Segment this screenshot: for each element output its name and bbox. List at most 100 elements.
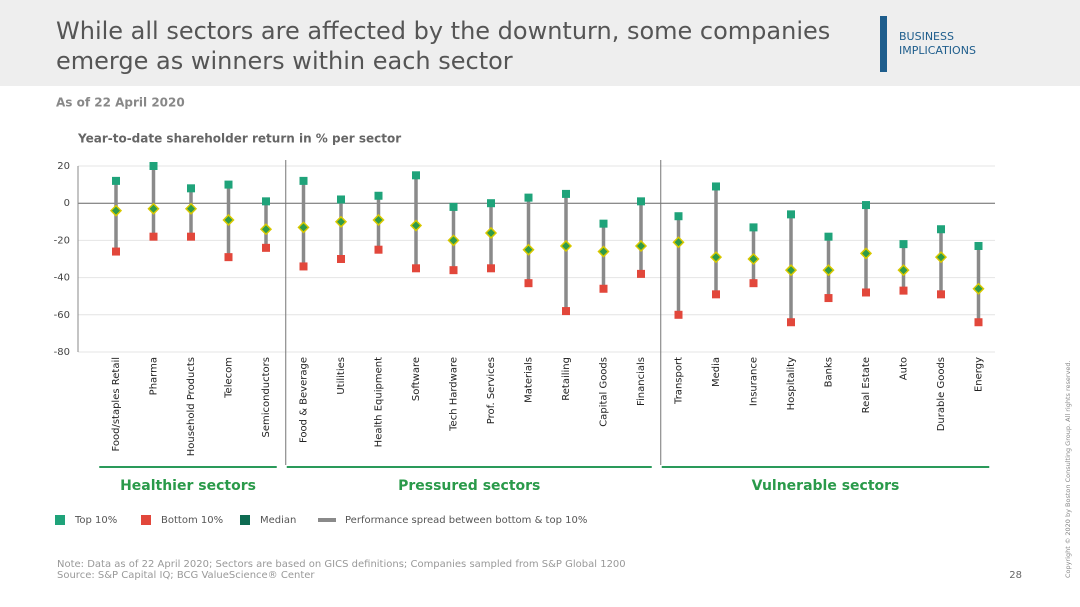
group-label: Pressured sectors [398, 478, 540, 494]
bottom-marker [899, 286, 908, 295]
top-marker [524, 193, 533, 202]
as-of: As of 22 April 2020 [56, 96, 185, 110]
top-marker [712, 182, 720, 191]
top-marker [899, 240, 908, 249]
top-marker [262, 197, 270, 206]
x-tick-label: Food & Beverage [299, 357, 310, 443]
median-marker [597, 245, 610, 258]
median-marker [784, 264, 798, 277]
median-marker [672, 236, 685, 249]
x-tick-label: Insurance [749, 357, 760, 406]
bottom-marker [524, 279, 533, 288]
bottom-marker [637, 269, 645, 278]
top-marker [974, 241, 983, 250]
legend-swatch [55, 515, 65, 525]
top-marker [374, 191, 383, 200]
median-marker [447, 234, 460, 247]
legend-label: Top 10% [74, 515, 117, 526]
x-tick-label: Media [711, 357, 722, 387]
top-marker [787, 210, 795, 219]
x-tick-label: Auto [899, 357, 910, 380]
top-marker [299, 176, 308, 185]
x-tick-label: Tech Hardware [449, 357, 460, 432]
bottom-marker [787, 318, 795, 327]
x-tick-label: Retailing [561, 357, 572, 401]
legend-label: Bottom 10% [161, 515, 223, 526]
top-marker [449, 202, 458, 211]
bottom-marker [937, 290, 945, 299]
bottom-marker [374, 245, 383, 254]
bottom-marker [487, 264, 495, 273]
bottom-marker [262, 243, 270, 252]
y-tick-label: -60 [54, 310, 70, 321]
bottom-marker [862, 288, 870, 297]
group-label: Healthier sectors [120, 478, 256, 494]
top-marker [637, 197, 645, 206]
x-tick-label: Energy [974, 357, 985, 392]
page-number: 28 [1009, 570, 1022, 581]
chart-title: Year-to-date shareholder return in % per… [77, 132, 401, 146]
median-marker [334, 215, 348, 228]
bottom-marker [224, 253, 233, 262]
x-tick-label: Banks [824, 357, 835, 387]
bottom-marker [974, 318, 983, 327]
top-marker [562, 189, 570, 198]
top-marker [749, 223, 758, 232]
legend-swatch [141, 515, 151, 525]
x-tick-label: Semiconductors [261, 357, 272, 438]
median-marker [109, 204, 123, 217]
top-marker [149, 162, 158, 170]
median-marker [747, 252, 760, 266]
median-marker [372, 213, 385, 227]
x-tick-label: Health Equipment [374, 357, 385, 447]
bottom-marker [337, 255, 345, 263]
header-band [0, 0, 1080, 86]
top-marker [824, 232, 833, 241]
legend-label: Median [260, 515, 296, 526]
section-bar [880, 16, 887, 72]
median-marker [222, 213, 235, 227]
median-marker [259, 223, 273, 236]
x-tick-label: Food/staples Retail [111, 357, 122, 452]
top-marker [487, 199, 495, 208]
y-tick-label: 0 [64, 198, 70, 209]
x-tick-label: Financials [636, 357, 647, 406]
median-marker [709, 251, 723, 264]
y-tick-label: -20 [54, 235, 70, 246]
top-marker [337, 195, 345, 204]
median-marker [634, 239, 648, 253]
top-marker [112, 176, 120, 185]
median-marker [972, 282, 985, 295]
group-label: Vulnerable sectors [752, 478, 900, 494]
top-marker [187, 184, 195, 193]
x-tick-label: Pharma [149, 357, 160, 395]
median-marker [859, 247, 873, 260]
median-marker [522, 243, 535, 256]
bottom-marker [749, 279, 758, 288]
title-line: emerge as winners within each sector [56, 47, 513, 75]
x-tick-label: Materials [524, 357, 535, 403]
title-line: While all sectors are affected by the do… [56, 17, 830, 45]
median-marker [934, 251, 948, 264]
top-marker [412, 171, 420, 180]
median-marker [409, 219, 423, 232]
x-tick-label: Utilities [336, 357, 347, 395]
top-marker [937, 225, 945, 234]
median-marker [147, 202, 160, 215]
bottom-marker [674, 310, 683, 319]
bottom-marker [299, 262, 308, 271]
section-label: IMPLICATIONS [899, 44, 976, 57]
bottom-marker [824, 294, 833, 303]
top-marker [224, 180, 233, 189]
median-marker [184, 202, 198, 215]
bottom-marker [562, 307, 570, 316]
legend-label: Performance spread between bottom & top … [345, 515, 587, 526]
note: Note: Data as of 22 April 2020; Sectors … [57, 559, 626, 570]
median-marker [822, 264, 835, 277]
median-marker [559, 239, 573, 253]
legend-swatch [240, 515, 250, 525]
x-tick-label: Household Products [186, 357, 197, 456]
x-tick-label: Hospitality [786, 357, 797, 411]
x-tick-label: Prof. Services [486, 357, 497, 424]
y-tick-label: -40 [54, 273, 70, 284]
